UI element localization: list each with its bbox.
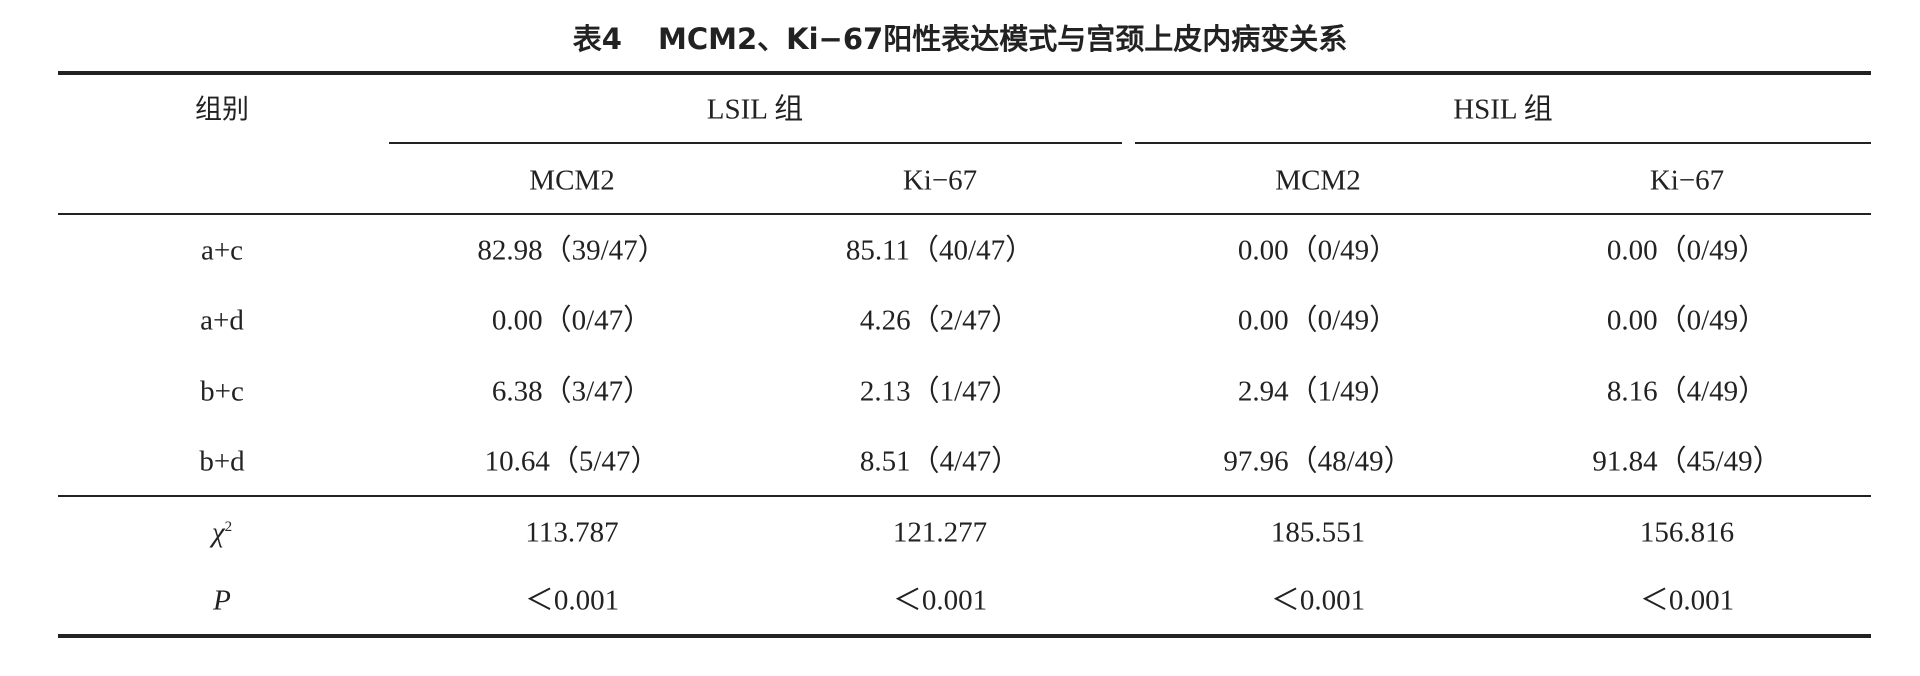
row-label: b+d [199, 445, 245, 478]
cell: 2.94（1/49） [1237, 375, 1399, 408]
group-header: LSIL 组 [706, 93, 804, 126]
group-header: HSIL 组 [1453, 93, 1553, 126]
cell: 97.96（48/49） [1223, 445, 1413, 478]
group-rule [1135, 142, 1871, 144]
cell: 8.16（4/49） [1606, 375, 1768, 408]
stat-value: ＜0.001 [524, 584, 620, 617]
stat-label: P [213, 584, 231, 617]
title-number: 表4 [572, 22, 622, 56]
subheader: MCM2 [1275, 164, 1361, 197]
bottom-rule [58, 634, 1871, 638]
stat-value: ＜0.001 [1639, 584, 1735, 617]
cell: 6.38（3/47） [491, 375, 653, 408]
stat-value: 113.787 [525, 516, 619, 549]
cell: 91.84（45/49） [1592, 445, 1782, 478]
chi-symbol: χ [211, 516, 225, 549]
cell: 0.00（0/49） [1606, 234, 1768, 267]
cell: 2.13（1/47） [859, 375, 1021, 408]
cell: 82.98（39/47） [477, 234, 667, 267]
cell: 0.00（0/49） [1237, 304, 1399, 337]
cell: 8.51（4/47） [859, 445, 1021, 478]
stat-value: 185.551 [1270, 516, 1366, 549]
row-label: a+d [200, 304, 244, 337]
subheader: Ki−67 [1649, 164, 1725, 197]
title-text: MCM2、Ki−67阳性表达模式与宫颈上皮内病变关系 [657, 22, 1348, 56]
cell: 85.11（40/47） [845, 234, 1035, 267]
row-label: b+c [200, 375, 244, 408]
top-rule [58, 71, 1871, 75]
subheader: Ki−67 [902, 164, 978, 197]
cell: 0.00（0/49） [1237, 234, 1399, 267]
table-title: 表4 MCM2、Ki−67阳性表达模式与宫颈上皮内病变关系 [0, 16, 1920, 58]
stats-rule [58, 495, 1871, 497]
stat-label: χ2 [211, 516, 233, 549]
stat-value: 156.816 [1639, 516, 1735, 549]
row-label: a+c [200, 234, 244, 267]
subheader: MCM2 [529, 164, 615, 197]
cell: 0.00（0/47） [491, 304, 653, 337]
group-label: 组别 [195, 94, 249, 126]
header-rule [58, 213, 1871, 215]
stat-value: ＜0.001 [1270, 584, 1366, 617]
cell: 0.00（0/49） [1606, 304, 1768, 337]
stat-value: ＜0.001 [892, 584, 988, 617]
cell: 10.64（5/47） [484, 445, 660, 478]
stat-value: 121.277 [892, 516, 988, 549]
chi-superscript: 2 [224, 518, 233, 535]
group-rule [389, 142, 1122, 144]
cell: 4.26（2/47） [859, 304, 1021, 337]
